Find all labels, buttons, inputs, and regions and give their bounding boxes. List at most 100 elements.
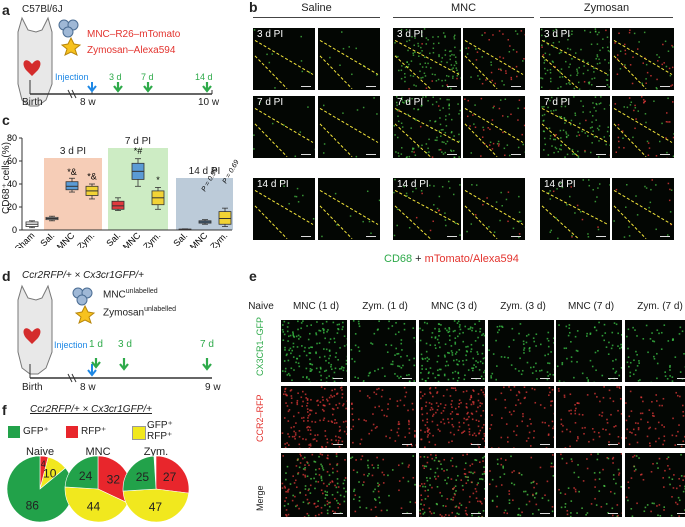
x-tick-label: MNC [188, 230, 210, 248]
panel-b-legend: CD68 + mTomato/Alexa594 [384, 253, 519, 265]
micrograph-image [419, 453, 485, 517]
micrograph-texture [613, 29, 674, 90]
scale-bar [447, 236, 457, 237]
pie-slice-both [122, 488, 190, 523]
micrograph-texture [625, 453, 685, 517]
row-label-1: CCR2–RFP [255, 394, 265, 442]
timepoint-label: 3 d PI [397, 29, 424, 40]
zym-sup: unlabelled [144, 306, 177, 313]
column-header-0: Naive [248, 301, 274, 312]
group-header-0: Saline [301, 2, 332, 14]
micrograph-image: 14 d PI [393, 178, 461, 240]
timepoint-label: 14 d PI [544, 179, 576, 190]
injection-arrow-icon [87, 82, 97, 93]
micrograph-texture [350, 455, 416, 517]
scale-bar [596, 86, 606, 87]
pie-title-1: MNC [85, 446, 111, 458]
scale-bar [471, 444, 481, 445]
timepoint-arrow-icon [113, 82, 123, 93]
scale-bar [511, 236, 521, 237]
scale-bar [366, 86, 376, 87]
micrograph-image [419, 386, 485, 448]
scale-bar [301, 236, 311, 237]
week10-label: 10 w [198, 97, 220, 108]
pie-slice-label: 47 [149, 500, 163, 514]
micrograph-image [612, 96, 674, 158]
micrograph-texture [254, 181, 315, 240]
scale-bar [677, 444, 685, 445]
scale-bar [301, 86, 311, 87]
scale-bar [677, 513, 685, 514]
micrograph-image: 7 d PI [393, 96, 461, 158]
scale-bar [660, 154, 670, 155]
timepoint-label: 7 d PI [397, 97, 424, 108]
timepoint-arrow-icon [91, 358, 101, 369]
scale-bar [608, 378, 618, 379]
box-0 [25, 220, 39, 229]
micrograph-image [350, 453, 416, 517]
y-tick-label: 0 [12, 225, 17, 235]
x-tick-label: MNC [121, 230, 143, 248]
micrograph-texture [541, 96, 610, 158]
timepoint-label: 7 d PI [257, 97, 284, 108]
micrograph-image [281, 320, 347, 382]
legend-mtomato: mTomato/Alexa594 [424, 253, 519, 265]
x-tick-label: Zym. [141, 230, 162, 248]
legend-swatch-rfp [66, 426, 78, 438]
significance-marker: *& [67, 167, 77, 177]
micrograph-texture [281, 320, 347, 382]
scale-bar [333, 513, 343, 514]
micrograph-image [419, 320, 485, 382]
y-tick-label: 20 [7, 202, 17, 212]
micrograph-texture [488, 454, 554, 517]
scale-bar [447, 154, 457, 155]
box-1 [45, 215, 59, 222]
panel-d-letter: d [2, 268, 11, 284]
micrograph-texture [556, 321, 622, 382]
group-label: 7 d PI [125, 136, 151, 147]
scale-bar [402, 444, 412, 445]
pie-title-0: Naive [25, 446, 55, 458]
micrograph-image [488, 320, 554, 382]
pie-slice-label: 4 [41, 459, 46, 469]
pie-slice-gfp [64, 455, 99, 490]
micrograph-image: 3 d PI [540, 28, 610, 90]
micrograph-image [612, 28, 674, 90]
cross-label-d: Ccr2RFP/+ × Cx3cr1GFP/+ [22, 270, 144, 281]
scale-bar [608, 513, 618, 514]
micrograph-texture [488, 323, 554, 381]
micrograph-image [463, 96, 525, 158]
micrograph-image: 3 d PI [253, 28, 315, 90]
heart-icon [23, 60, 41, 76]
scale-bar [540, 513, 550, 514]
mnc-cells-icon [58, 19, 79, 38]
chart-c-ylabel: CD68⁺ cells (%) [1, 142, 12, 214]
week8-label: 8 w [80, 97, 96, 108]
micrograph-image [488, 453, 554, 517]
scale-bar [333, 444, 343, 445]
y-tick-label: 40 [7, 179, 17, 189]
mouse-illustration [17, 284, 53, 375]
x-tick-label: MNC [55, 230, 77, 248]
scale-bar [596, 154, 606, 155]
zymosan-unlabelled-label: Zymosanunlabelled [103, 306, 176, 318]
group-header-2: Zymosan [583, 2, 630, 14]
pie-title-2: Zym. [143, 446, 169, 458]
x-tick-label: Sal. [171, 230, 189, 248]
pie-slice-label: 10 [43, 467, 57, 481]
micrograph-texture [557, 386, 622, 448]
micrograph-texture [558, 453, 622, 517]
scale-bar [511, 154, 521, 155]
x-tick-label: Sal. [104, 230, 122, 248]
micrograph-texture [540, 28, 610, 90]
significance-marker: * [156, 175, 160, 185]
micrograph-image [318, 28, 380, 90]
legend-cd68: CD68 [384, 253, 413, 265]
micrograph-texture [464, 30, 525, 90]
micrograph-image [350, 386, 416, 448]
panel-f-letter: f [2, 402, 7, 418]
micrograph-texture [394, 28, 461, 90]
micrograph-image [463, 178, 525, 240]
row-label-0: CX3CR1–GFP [255, 316, 265, 376]
micrograph-texture [281, 386, 347, 448]
